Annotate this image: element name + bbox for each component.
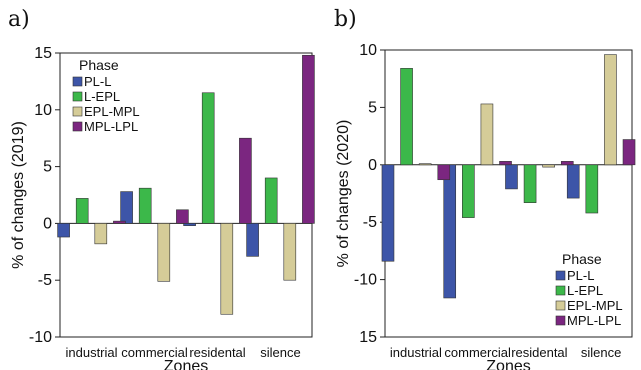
legend-title: Phase [79, 57, 119, 73]
x-tick-label: silence [260, 345, 300, 360]
bar [220, 223, 234, 315]
y-tick-label: 15 [359, 329, 377, 346]
legend-swatch [72, 106, 83, 117]
bar [239, 137, 252, 224]
bar [283, 223, 297, 281]
legend-label: PL-L [567, 268, 594, 283]
bar [138, 187, 152, 224]
bar [176, 209, 189, 224]
bar [381, 164, 395, 262]
panel-label: b) [334, 7, 357, 32]
legend-swatch [555, 300, 566, 311]
bar [566, 164, 580, 199]
legend-label: PL-L [84, 74, 111, 89]
legend-swatch [555, 315, 566, 326]
bar [560, 161, 574, 166]
bar [302, 54, 315, 224]
legend-label: MPL-LPL [84, 119, 138, 134]
x-tick-label: commercial [444, 345, 511, 360]
legend-label: EPL-MPL [84, 104, 140, 119]
bar [120, 191, 133, 224]
legend-label: MPL-LPL [567, 313, 621, 328]
x-axis-title: Zones [164, 358, 208, 370]
bar [264, 177, 278, 224]
bar [183, 223, 196, 226]
legend-label: L-EPL [84, 89, 120, 104]
bar [400, 68, 413, 166]
y-tick-label: 15 [34, 45, 52, 62]
panel-label: a) [8, 7, 30, 32]
bar [113, 220, 126, 224]
x-tick-label: industrial [390, 345, 442, 360]
x-tick-label: residental [511, 345, 567, 360]
y-tick-label: 5 [368, 99, 377, 116]
y-tick-label: 5 [43, 159, 52, 176]
bar [523, 164, 537, 203]
bar [437, 164, 451, 181]
bar [499, 161, 512, 166]
y-tick-label: 10 [34, 102, 52, 119]
bar [201, 92, 215, 224]
y-axis-title: % of changes (2019) [10, 121, 27, 269]
bar [480, 103, 494, 166]
legend-title: Phase [562, 251, 602, 267]
bar [542, 164, 555, 168]
y-tick-label: -10 [29, 329, 52, 346]
x-tick-label: residental [189, 345, 245, 360]
y-tick-label: -10 [354, 272, 377, 289]
legend-swatch [72, 121, 83, 132]
y-tick-label: 0 [43, 215, 52, 232]
bar [75, 198, 89, 224]
y-tick-label: 0 [368, 157, 377, 174]
bar [604, 54, 617, 166]
x-tick-label: industrial [65, 345, 117, 360]
y-tick-label: 10 [359, 42, 377, 59]
y-tick-label: -5 [363, 214, 377, 231]
bar [57, 223, 70, 238]
legend-swatch [72, 91, 83, 102]
bar [157, 223, 171, 282]
legend-swatch [555, 285, 566, 296]
legend-swatch [72, 76, 83, 87]
x-tick-label: silence [581, 345, 621, 360]
x-tick-label: commercial [121, 345, 188, 360]
x-axis-title: Zones [486, 358, 530, 370]
y-tick-label: -5 [38, 272, 52, 289]
legend-label: EPL-MPL [567, 298, 623, 313]
legend-label: L-EPL [567, 283, 603, 298]
bar [585, 164, 599, 214]
bar [462, 164, 475, 218]
y-axis-title: % of changes (2020) [335, 120, 352, 268]
bar [622, 139, 636, 166]
bar [443, 164, 457, 299]
bar [418, 163, 432, 166]
bar [246, 223, 259, 257]
bar [94, 223, 108, 245]
bar [505, 164, 518, 190]
legend-swatch [555, 270, 566, 281]
